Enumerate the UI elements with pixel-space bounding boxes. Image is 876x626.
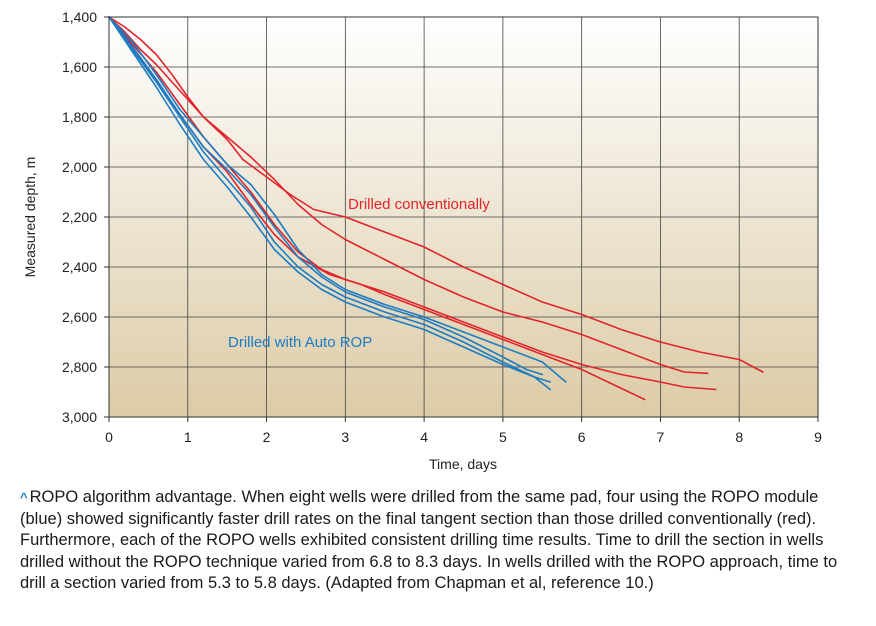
caption-text: ROPO algorithm advantage. When eight wel… [20, 488, 838, 592]
series-line-conventional [108, 16, 764, 373]
x-tick-label: 0 [105, 429, 113, 445]
x-tick-label: 7 [657, 429, 665, 445]
y-tick-label: 2,400 [62, 259, 97, 275]
series-line-auto-rop [108, 16, 567, 383]
y-tick-label: 2,800 [62, 359, 97, 375]
x-tick-label: 8 [735, 429, 743, 445]
x-tick-label: 1 [184, 429, 192, 445]
x-tick-label: 5 [499, 429, 507, 445]
series-line-auto-rop [108, 16, 551, 383]
series-line-conventional [108, 16, 709, 375]
x-axis-title: Time, days [429, 456, 497, 472]
series-layer [108, 16, 764, 401]
x-tick-label: 9 [814, 429, 822, 445]
y-tick-label: 2,600 [62, 309, 97, 325]
y-tick-label: 2,200 [62, 209, 97, 225]
depth-vs-time-chart: 0 1 2 3 4 5 6 7 8 9 1,400 1,600 1,800 2,000 2,200 2,40… [22, 9, 822, 472]
y-tick-label: 2,000 [62, 159, 97, 175]
x-tick-label: 3 [341, 429, 349, 445]
y-axis: 1,400 1,600 1,800 2,000 2,200 2,400 2,600 2,800… [62, 9, 109, 425]
y-tick-label: 1,600 [62, 59, 97, 75]
series-line-auto-rop [108, 16, 544, 376]
y-tick-label: 3,000 [62, 409, 97, 425]
y-tick-label: 1,400 [62, 9, 97, 25]
x-axis: 0 1 2 3 4 5 6 7 8 9 [105, 417, 822, 445]
y-tick-label: 1,800 [62, 109, 97, 125]
series-line-auto-rop [108, 16, 551, 391]
y-axis-title: Measured depth, m [22, 157, 38, 278]
annotation-drilled-with-auto-rop: Drilled with Auto ROP [228, 334, 372, 351]
caption-marker-icon: ^ [20, 490, 28, 505]
annotation-drilled-conventionally: Drilled conventionally [348, 196, 490, 213]
x-tick-label: 6 [578, 429, 586, 445]
x-tick-label: 4 [420, 429, 428, 445]
figure-caption: ^ ROPO algorithm advantage. When eight we… [20, 487, 850, 595]
x-tick-label: 2 [263, 429, 271, 445]
